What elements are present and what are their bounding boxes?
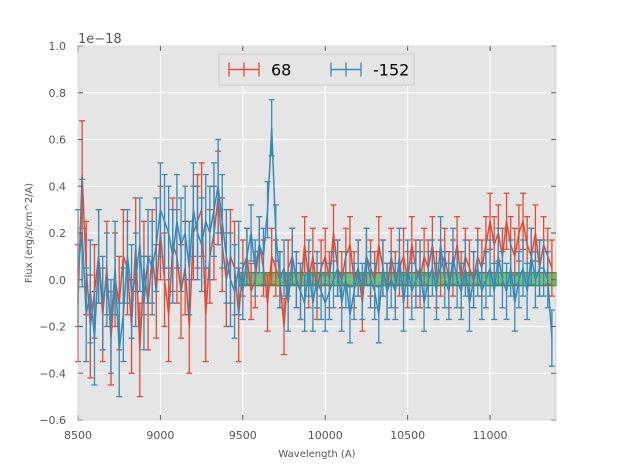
y-tick-label: 1.0 xyxy=(49,40,67,53)
y-tick-label: 0.6 xyxy=(49,134,67,147)
y-axis-label: Flux (erg/s/cm^2/A) xyxy=(24,183,35,283)
plot-frame xyxy=(77,45,557,421)
legend-label: -152 xyxy=(373,61,409,80)
x-tick-label: 10000 xyxy=(308,429,343,442)
y-tick-label: −0.4 xyxy=(39,367,66,380)
ticks-layer: 8500 9000 9500 10000 10500 11000 −0.6 −0.4 −0.2 0… xyxy=(39,40,557,442)
y-tick-label: 0.4 xyxy=(49,180,67,193)
y-tick-label: 0.0 xyxy=(49,274,67,287)
x-tick-label: 11000 xyxy=(473,429,508,442)
x-axis-label: Wavelength (A) xyxy=(278,449,355,460)
legend-label: 68 xyxy=(271,61,291,80)
x-tick-label: 9000 xyxy=(146,429,174,442)
x-tick-label: 8500 xyxy=(64,429,92,442)
series-line xyxy=(77,127,553,350)
series-1 xyxy=(75,99,555,398)
legend-item-0: 68 xyxy=(228,61,291,80)
x-tick-label: 9500 xyxy=(229,429,257,442)
y-tick-label: −0.6 xyxy=(39,414,66,427)
y-tick-label: 0.2 xyxy=(49,227,67,240)
y-offset-label: 1e−18 xyxy=(78,32,122,47)
y-tick-label: −0.2 xyxy=(39,321,66,334)
x-tick-label: 10500 xyxy=(390,429,425,442)
legend-item-1: -152 xyxy=(330,61,409,80)
y-tick-label: 0.8 xyxy=(49,87,67,100)
legend: 68 -152 xyxy=(218,53,415,86)
series-line xyxy=(77,174,553,350)
series-layer xyxy=(75,99,555,398)
